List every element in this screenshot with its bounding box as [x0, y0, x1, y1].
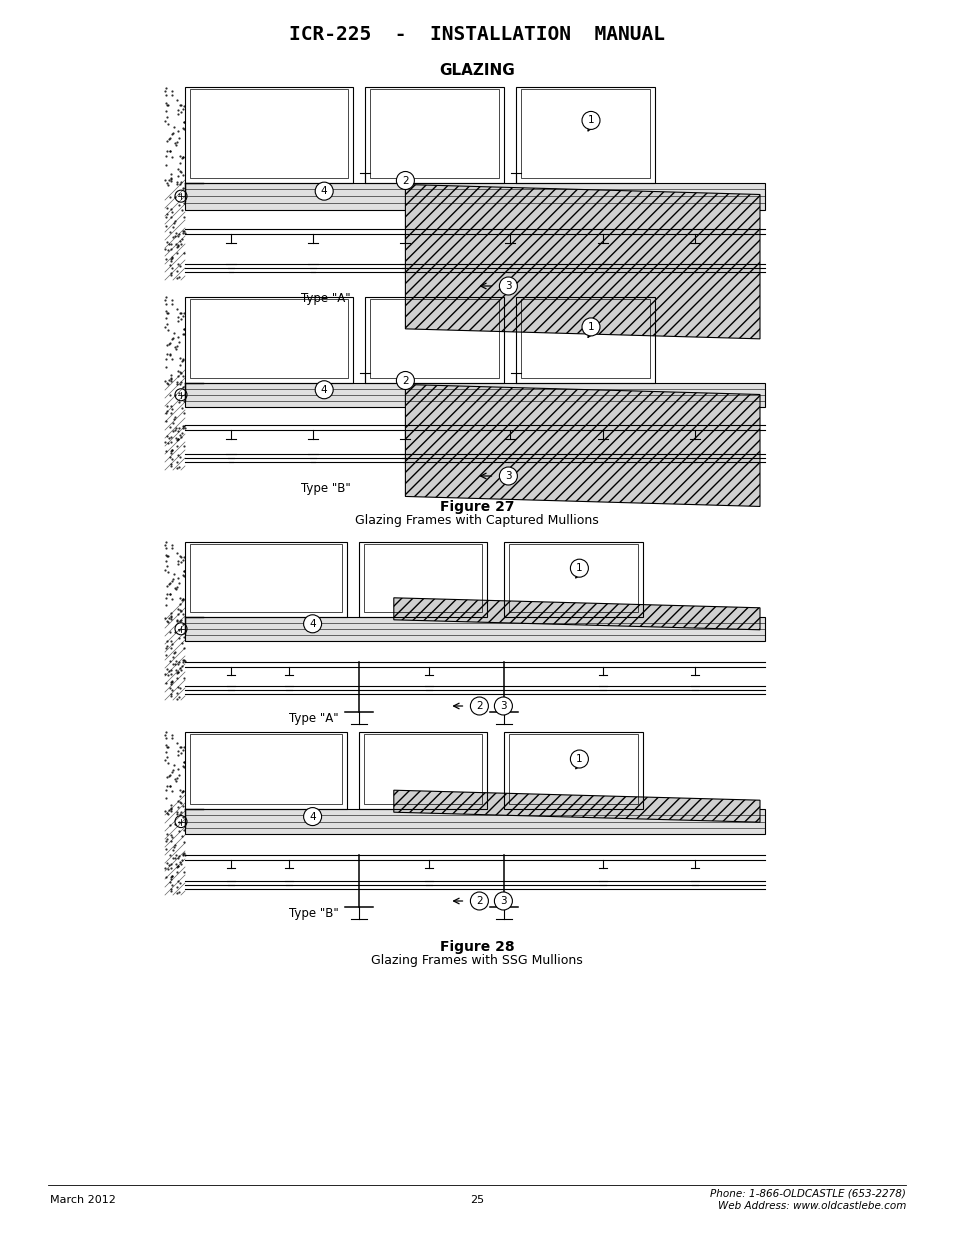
- Text: 2: 2: [401, 375, 408, 385]
- Bar: [190, 734, 342, 804]
- Text: 4: 4: [309, 811, 315, 821]
- Circle shape: [303, 615, 321, 632]
- Bar: [190, 89, 348, 178]
- Bar: [185, 809, 764, 834]
- Polygon shape: [394, 790, 760, 823]
- Text: Type "A": Type "A": [289, 713, 338, 725]
- Circle shape: [470, 892, 488, 910]
- Circle shape: [396, 172, 414, 189]
- Circle shape: [470, 697, 488, 715]
- Bar: [185, 616, 764, 641]
- Circle shape: [396, 372, 414, 389]
- Text: GLAZING: GLAZING: [438, 63, 515, 78]
- Bar: [520, 299, 649, 378]
- Text: 3: 3: [504, 471, 511, 480]
- Circle shape: [570, 750, 588, 768]
- Bar: [509, 734, 638, 804]
- Circle shape: [498, 467, 517, 485]
- Circle shape: [498, 277, 517, 295]
- Text: Type "B": Type "B": [301, 482, 351, 495]
- Bar: [370, 89, 498, 178]
- Circle shape: [314, 182, 333, 200]
- Text: 1: 1: [576, 563, 582, 573]
- Bar: [185, 86, 353, 183]
- Bar: [364, 543, 481, 611]
- Bar: [364, 734, 481, 804]
- Bar: [509, 543, 638, 611]
- Bar: [185, 542, 347, 616]
- Text: 2: 2: [476, 897, 482, 906]
- Text: 1: 1: [576, 755, 582, 764]
- Bar: [520, 89, 649, 178]
- Text: ICR-225  -  INSTALLATION  MANUAL: ICR-225 - INSTALLATION MANUAL: [289, 25, 664, 44]
- Circle shape: [314, 380, 333, 399]
- Polygon shape: [405, 184, 760, 338]
- Bar: [185, 183, 764, 210]
- Circle shape: [494, 697, 512, 715]
- Bar: [364, 86, 503, 183]
- Bar: [358, 542, 486, 616]
- Circle shape: [570, 559, 588, 577]
- Circle shape: [581, 111, 599, 130]
- Text: 3: 3: [499, 701, 506, 711]
- Bar: [370, 299, 498, 378]
- Bar: [503, 732, 642, 809]
- Polygon shape: [405, 384, 760, 506]
- Text: 3: 3: [499, 897, 506, 906]
- Text: 4: 4: [309, 619, 315, 629]
- Text: Type "A": Type "A": [301, 291, 351, 305]
- Bar: [364, 296, 503, 383]
- Text: Figure 28: Figure 28: [439, 940, 514, 953]
- Text: Web Address: www.oldcastlebe.com: Web Address: www.oldcastlebe.com: [717, 1200, 905, 1212]
- Text: 2: 2: [401, 175, 408, 185]
- Bar: [515, 296, 654, 383]
- Bar: [358, 732, 486, 809]
- Circle shape: [303, 808, 321, 825]
- Text: Glazing Frames with Captured Mullions: Glazing Frames with Captured Mullions: [355, 514, 598, 527]
- Circle shape: [581, 317, 599, 336]
- Bar: [503, 542, 642, 616]
- Text: Phone: 1-866-OLDCASTLE (653-2278): Phone: 1-866-OLDCASTLE (653-2278): [709, 1189, 905, 1199]
- Bar: [185, 383, 764, 408]
- Text: Glazing Frames with SSG Mullions: Glazing Frames with SSG Mullions: [371, 953, 582, 967]
- Text: 1: 1: [587, 322, 594, 332]
- Text: 1: 1: [587, 115, 594, 126]
- Text: 4: 4: [320, 186, 327, 196]
- Text: March 2012: March 2012: [50, 1195, 115, 1205]
- Text: 2: 2: [476, 701, 482, 711]
- Bar: [190, 543, 342, 611]
- Bar: [190, 299, 348, 378]
- Bar: [185, 296, 353, 383]
- Text: 25: 25: [470, 1195, 483, 1205]
- Polygon shape: [394, 598, 760, 630]
- Bar: [515, 86, 654, 183]
- Circle shape: [494, 892, 512, 910]
- Bar: [185, 732, 347, 809]
- Text: 4: 4: [320, 385, 327, 395]
- Text: 3: 3: [504, 282, 511, 291]
- Text: Type "B": Type "B": [289, 906, 339, 920]
- Text: Figure 27: Figure 27: [439, 500, 514, 514]
